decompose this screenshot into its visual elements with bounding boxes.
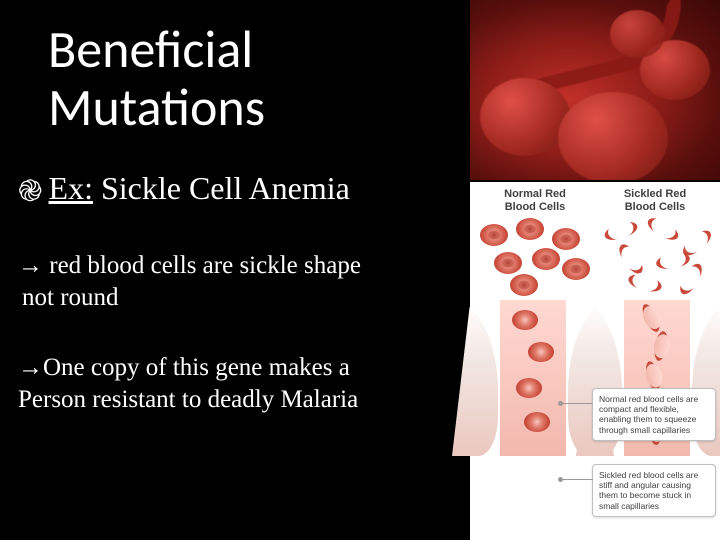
callout-sickle-text: Sickled red blood cells are stiff and an…: [599, 470, 698, 511]
sickle-icon: [603, 219, 640, 243]
vessel-lumen: [500, 300, 566, 456]
body-text-1a: red blood cells are sickle shape: [43, 252, 361, 279]
rbc-icon: [532, 248, 560, 270]
arrow-icon: →: [18, 251, 43, 279]
slide: Beneficial Mutations ֎ Ex: Sickle Cell A…: [0, 0, 720, 540]
body-line-1b: not round: [22, 282, 119, 313]
label-normal-l1: Normal Red: [504, 188, 566, 200]
body-text-2b: Person resistant to deadly Malaria: [18, 386, 358, 413]
callout-leader-line: [561, 403, 593, 404]
label-sickle-l1: Sickled Red: [624, 188, 686, 200]
rbc-icon: [524, 412, 550, 432]
ex-text: Sickle Cell Anemia: [93, 170, 350, 206]
red-cell-blob: [480, 78, 570, 156]
rbc-icon: [562, 258, 590, 280]
micrograph-image: [470, 0, 720, 180]
rbc-icon: [510, 274, 538, 296]
label-sickle-l2: Blood Cells: [625, 201, 686, 213]
callout-sickle: Sickled red blood cells are stiff and an…: [592, 464, 716, 517]
label-normal: Normal Red Blood Cells: [476, 188, 594, 213]
sickle-cells-area: [596, 218, 716, 298]
sickle-icon: [639, 302, 663, 334]
callout-normal: Normal red blood cells are compact and f…: [592, 388, 716, 441]
red-cell-blob: [610, 10, 665, 58]
arrow-icon: →: [18, 353, 43, 381]
normal-cells-area: [474, 218, 594, 298]
rbc-icon: [480, 224, 508, 246]
callout-normal-text: Normal red blood cells are compact and f…: [599, 394, 698, 435]
rbc-icon: [528, 342, 554, 362]
rbc-icon: [512, 310, 538, 330]
body-line-2a: →One copy of this gene makes a: [18, 352, 350, 383]
ex-label: Ex:: [49, 170, 93, 206]
rbc-icon: [516, 378, 542, 398]
callout-leader-line: [561, 479, 593, 480]
title-line-1: Beneficial: [48, 17, 253, 81]
body-line-2b: Person resistant to deadly Malaria: [18, 384, 358, 415]
body-line-1a: → red blood cells are sickle shape: [18, 250, 361, 281]
red-cell-blob: [558, 92, 668, 180]
rbc-icon: [516, 218, 544, 240]
sickle-icon: [627, 272, 663, 294]
vessel-normal: [472, 300, 594, 456]
comparison-diagram: Normal Red Blood Cells Sickled Red Blood…: [470, 182, 720, 540]
sickle-icon: [645, 214, 681, 243]
rbc-icon: [552, 228, 580, 250]
sickle-icon: [652, 330, 669, 362]
label-sickle: Sickled Red Blood Cells: [596, 188, 714, 213]
label-normal-l2: Blood Cells: [505, 201, 566, 213]
body-text-1b: not round: [22, 284, 119, 311]
title-line-2: Mutations: [48, 75, 265, 139]
rbc-icon: [494, 252, 522, 274]
bullet-ex: ֎ Ex: Sickle Cell Anemia: [18, 170, 350, 207]
vessel-wall: [452, 300, 498, 456]
swirl-icon: ֎: [18, 177, 43, 207]
slide-title: Beneficial Mutations: [48, 20, 265, 136]
body-text-2a: One copy of this gene makes a: [43, 354, 350, 381]
